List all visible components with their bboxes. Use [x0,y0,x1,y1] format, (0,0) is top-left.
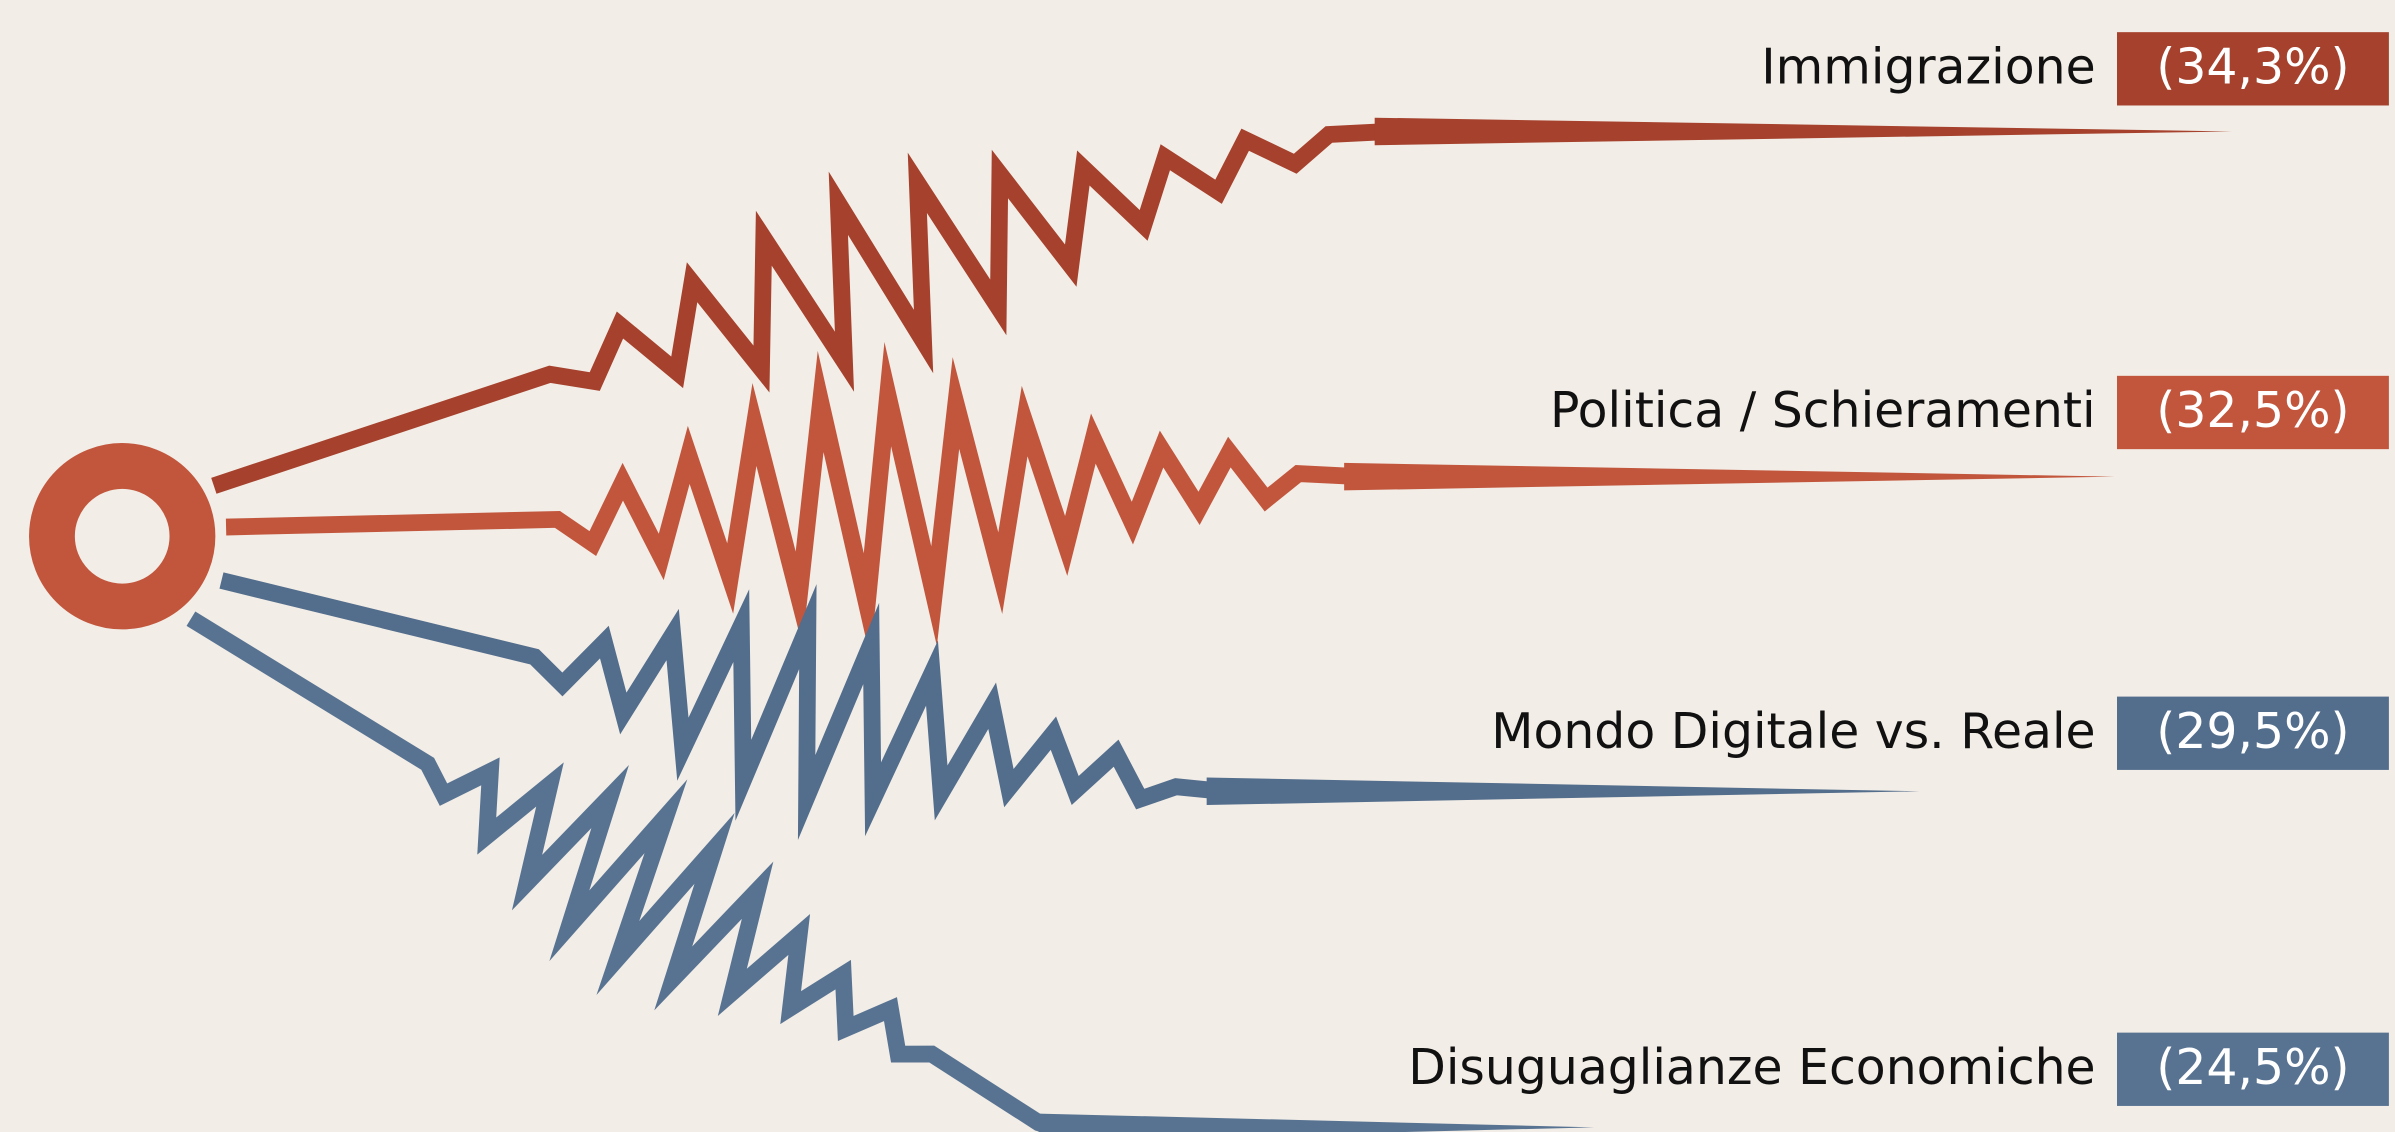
category-label: Mondo Digitale vs. Reale [1491,703,2095,760]
page: (34,3%) Immigrazione (32,5%) Politica / Sch… [0,0,2395,1132]
category-label: Immigrazione [1761,38,2095,95]
value-label: (24,5%) [2156,1039,2349,1096]
category-label: Disuguaglianze Economiche [1408,1039,2095,1096]
value-label: (29,5%) [2156,703,2349,760]
chart: (34,3%) Immigrazione (32,5%) Politica / Sch… [0,0,2395,1132]
value-label: (32,5%) [2156,382,2349,439]
category-label: Politica / Schieramenti [1550,382,2096,439]
value-label: (34,3%) [2156,38,2349,95]
